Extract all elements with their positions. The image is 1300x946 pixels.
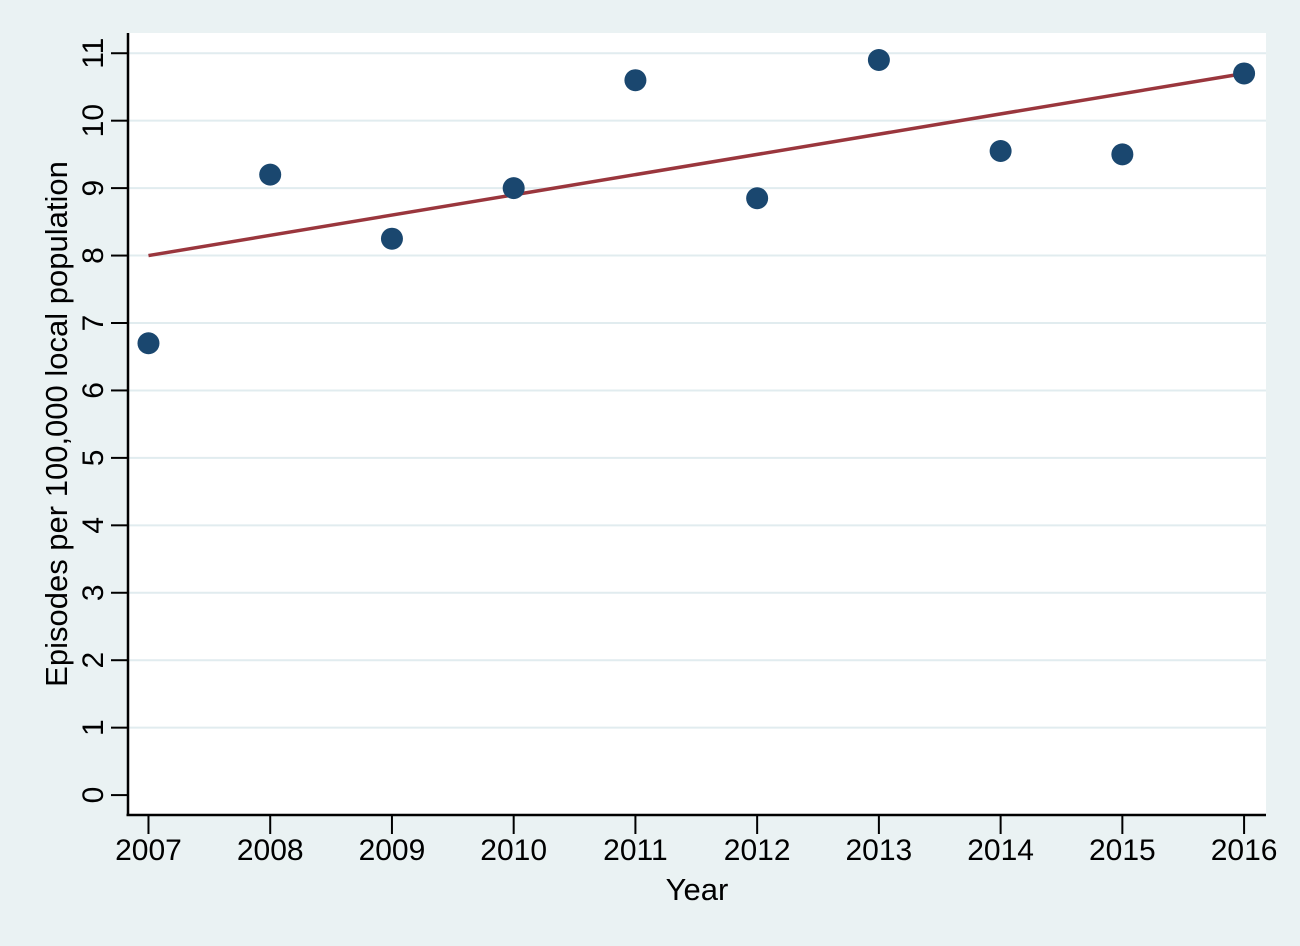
y-tick-label: 7 [77,315,110,332]
x-tick-label: 2012 [724,834,791,867]
y-tick-label: 0 [77,787,110,804]
x-tick-label: 2015 [1089,834,1156,867]
y-tick-label: 2 [77,652,110,669]
x-tick-label: 2014 [967,834,1034,867]
scatter-point [746,187,769,210]
x-tick-label: 2010 [480,834,547,867]
scatter-point [624,69,647,92]
y-tick-label: 1 [77,719,110,736]
scatter-point [867,48,890,71]
x-tick-label: 2011 [603,834,668,867]
y-tick-label: 9 [77,180,110,197]
x-tick-label: 2016 [1211,834,1278,867]
x-tick-label: 2013 [846,834,913,867]
scatter-point [502,177,525,200]
y-tick-label: 11 [77,38,110,69]
x-tick-label: 2008 [237,834,304,867]
y-tick-label: 3 [77,584,110,601]
y-axis-title: Episodes per 100,000 local population [39,161,74,687]
scatter-point [259,163,282,186]
x-tick-label: 2009 [359,834,426,867]
y-tick-label: 5 [77,450,110,467]
fit-line [148,71,1245,258]
y-tick-label: 4 [77,517,110,534]
scatter-point [380,227,403,250]
x-tick-label: 2007 [115,834,182,867]
scatter-point [137,332,160,355]
x-axis-title: Year [665,872,729,907]
y-tick-label: 6 [77,382,110,399]
scatter-point [989,140,1012,163]
scatter-point [1111,143,1134,166]
scatter-point [1233,62,1256,85]
y-tick-label: 8 [77,247,110,264]
plot-area [129,33,1266,816]
y-tick-label: 10 [77,104,110,137]
